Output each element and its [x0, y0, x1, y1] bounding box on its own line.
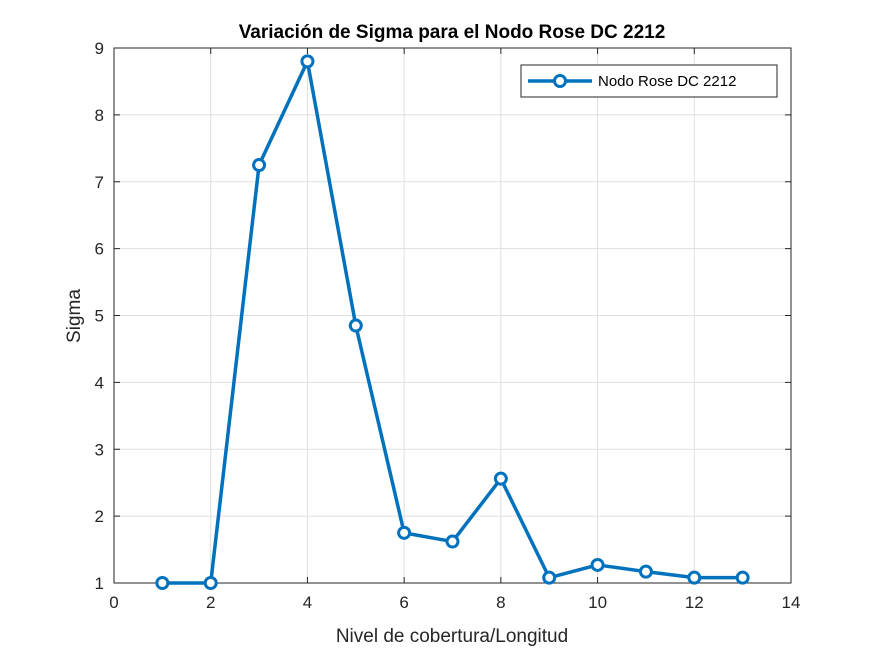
chart-title: Variación de Sigma para el Nodo Rose DC … — [239, 22, 666, 43]
data-point — [155, 576, 170, 590]
y-axis-ticks: 1 2 3 4 5 6 7 8 9 — [95, 39, 791, 593]
data-point — [687, 570, 702, 585]
y-axis-label: Sigma — [64, 289, 85, 343]
x-tick-label: 10 — [588, 593, 607, 612]
data-point — [638, 564, 653, 579]
data-point — [445, 534, 460, 549]
data-point — [493, 471, 508, 486]
x-axis-label: Nivel de cobertura/Longitud — [336, 626, 568, 647]
x-tick-label: 8 — [496, 593, 505, 612]
x-axis-ticks: 0 2 4 6 8 10 12 14 — [109, 48, 800, 612]
data-point — [203, 576, 218, 590]
data-point — [300, 54, 315, 69]
y-tick-label: 9 — [95, 39, 104, 58]
x-tick-label: 2 — [206, 593, 215, 612]
y-tick-label: 2 — [95, 507, 104, 526]
x-tick-label: 12 — [685, 593, 704, 612]
y-tick-label: 5 — [95, 307, 104, 326]
legend-marker-sample — [553, 74, 567, 88]
y-tick-label: 8 — [95, 106, 104, 125]
series-group — [155, 54, 750, 590]
data-point — [252, 158, 267, 173]
y-tick-label: 4 — [95, 373, 104, 392]
y-tick-label: 6 — [95, 240, 104, 259]
y-tick-label: 1 — [95, 574, 104, 593]
legend-entry-label: Nodo Rose DC 2212 — [598, 73, 736, 90]
x-tick-label: 6 — [399, 593, 408, 612]
x-tick-label: 0 — [109, 593, 118, 612]
data-point — [397, 525, 412, 540]
data-point — [542, 570, 557, 585]
y-tick-label: 3 — [95, 440, 104, 459]
data-point — [590, 557, 605, 572]
data-point — [348, 318, 363, 333]
y-tick-label: 7 — [95, 173, 104, 192]
legend: Nodo Rose DC 2212 — [520, 64, 778, 98]
x-tick-label: 4 — [303, 593, 312, 612]
x-tick-label: 14 — [782, 593, 801, 612]
data-point — [735, 570, 750, 585]
